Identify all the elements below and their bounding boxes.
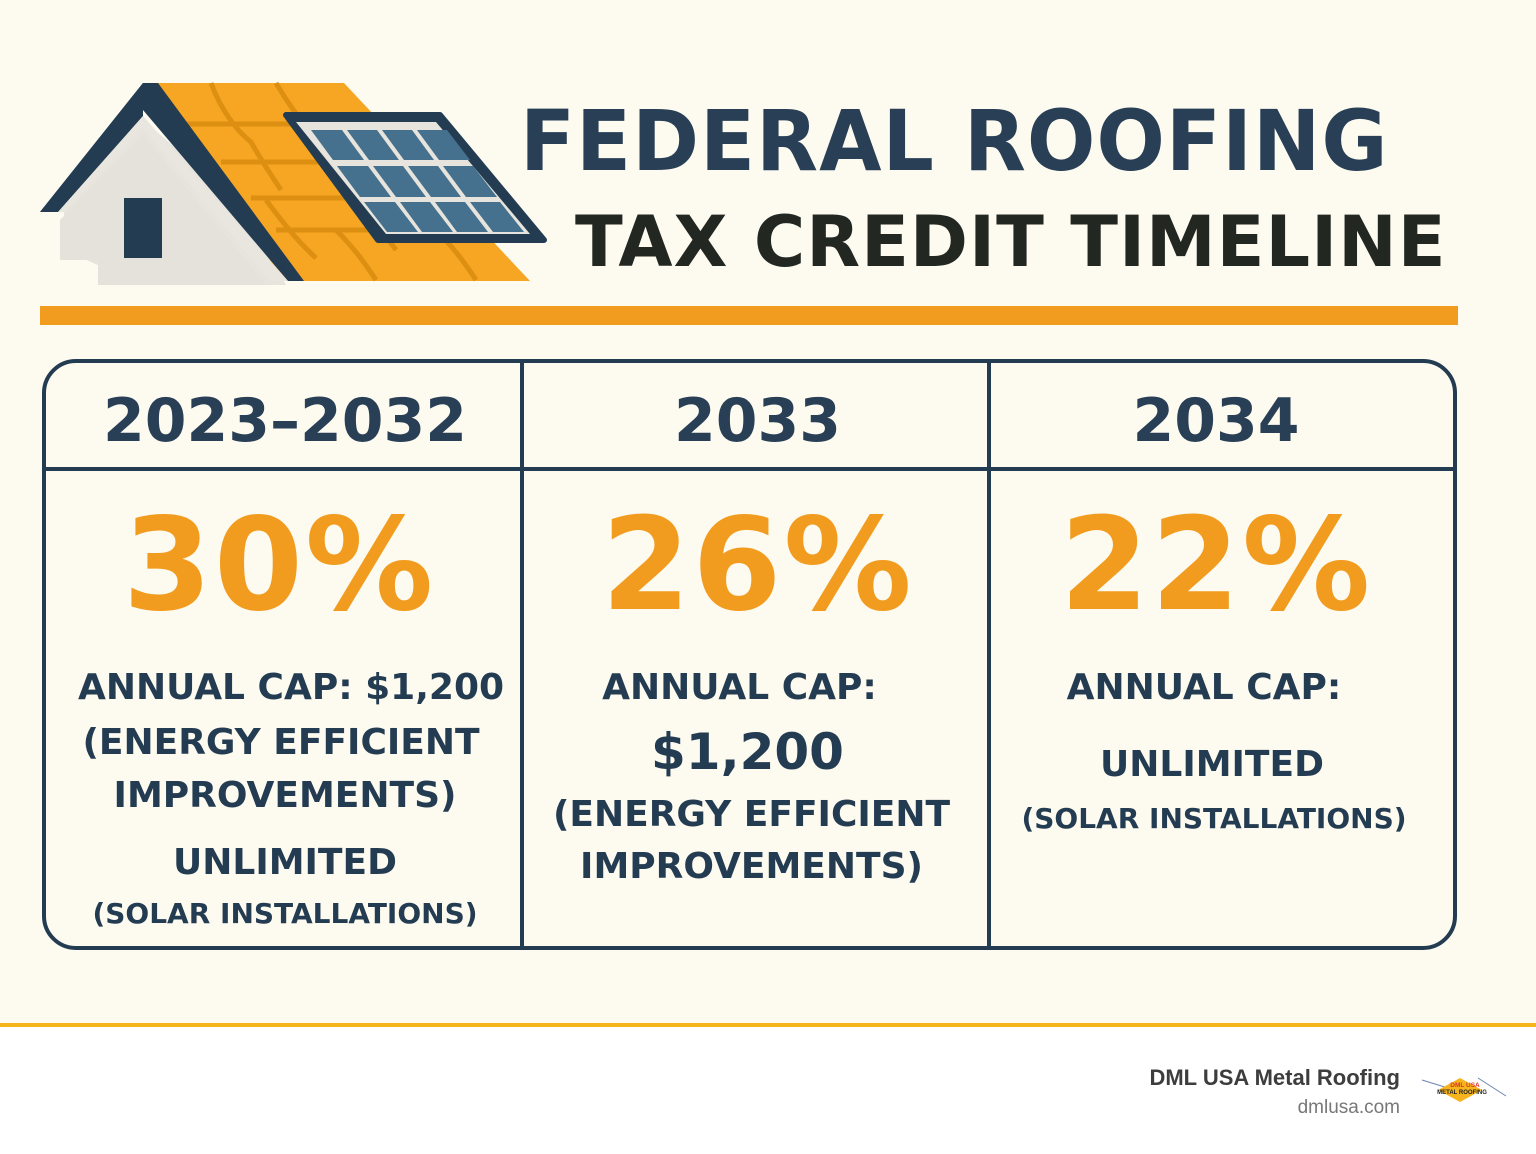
brand-name: DML USA Metal Roofing bbox=[1149, 1065, 1400, 1090]
brand-credit: DML USA Metal Roofing dmlusa.com bbox=[1149, 1064, 1400, 1122]
title-divider bbox=[40, 306, 1458, 325]
cap-line: (SOLAR INSTALLATIONS) bbox=[1021, 802, 1407, 835]
infographic: FEDERAL ROOFING TAX CREDIT TIMELINE 2023… bbox=[0, 0, 1536, 1026]
svg-text:DML USA: DML USA bbox=[1450, 1082, 1480, 1089]
brand-url[interactable]: dmlusa.com bbox=[1297, 1097, 1400, 1118]
footer-divider bbox=[0, 1023, 1536, 1027]
cap-line: (SOLAR INSTALLATIONS) bbox=[92, 897, 478, 930]
header-row-divider bbox=[46, 467, 1453, 471]
title-line-1: FEDERAL ROOFING bbox=[520, 92, 1389, 190]
cap-line: ANNUAL CAP: bbox=[602, 667, 877, 708]
svg-text:METAL ROOFING: METAL ROOFING bbox=[1437, 1090, 1487, 1096]
house-solar-roof-icon bbox=[40, 81, 547, 285]
cap-line: UNLIMITED bbox=[1100, 744, 1324, 785]
period-label: 2023–2032 bbox=[103, 386, 467, 456]
cap-line: ANNUAL CAP: $1,200 bbox=[77, 667, 505, 708]
cap-line: IMPROVEMENTS) bbox=[580, 846, 923, 887]
column-divider bbox=[987, 363, 991, 946]
column-divider bbox=[520, 363, 524, 946]
cap-line: $1,200 bbox=[651, 723, 844, 781]
timeline-column-2023-2032: 2023–2032 30% ANNUAL CAP: $1,200 (ENERGY… bbox=[46, 363, 524, 946]
dml-logo-icon: DML USA METAL ROOFING bbox=[1421, 1077, 1507, 1102]
timeline-table: 2023–2032 30% ANNUAL CAP: $1,200 (ENERGY… bbox=[42, 359, 1457, 950]
credit-rate: 22% bbox=[1059, 491, 1373, 640]
cap-line: IMPROVEMENTS) bbox=[113, 775, 457, 816]
title-line-2: TAX CREDIT TIMELINE bbox=[575, 201, 1447, 283]
credit-rate: 30% bbox=[122, 491, 436, 640]
period-label: 2034 bbox=[1132, 386, 1300, 456]
credit-rate: 26% bbox=[601, 491, 914, 640]
cap-line: UNLIMITED bbox=[173, 842, 397, 883]
cap-line: (ENERGY EFFICIENT bbox=[82, 722, 480, 763]
period-label: 2033 bbox=[674, 386, 841, 456]
cap-line: (ENERGY EFFICIENT bbox=[552, 794, 951, 835]
timeline-column-2034: 2034 22% ANNUAL CAP: UNLIMITED (SOLAR IN… bbox=[991, 363, 1453, 946]
timeline-column-2033: 2033 26% ANNUAL CAP: $1,200 (ENERGY EFFI… bbox=[524, 363, 991, 946]
cap-line: ANNUAL CAP: bbox=[1066, 667, 1342, 708]
